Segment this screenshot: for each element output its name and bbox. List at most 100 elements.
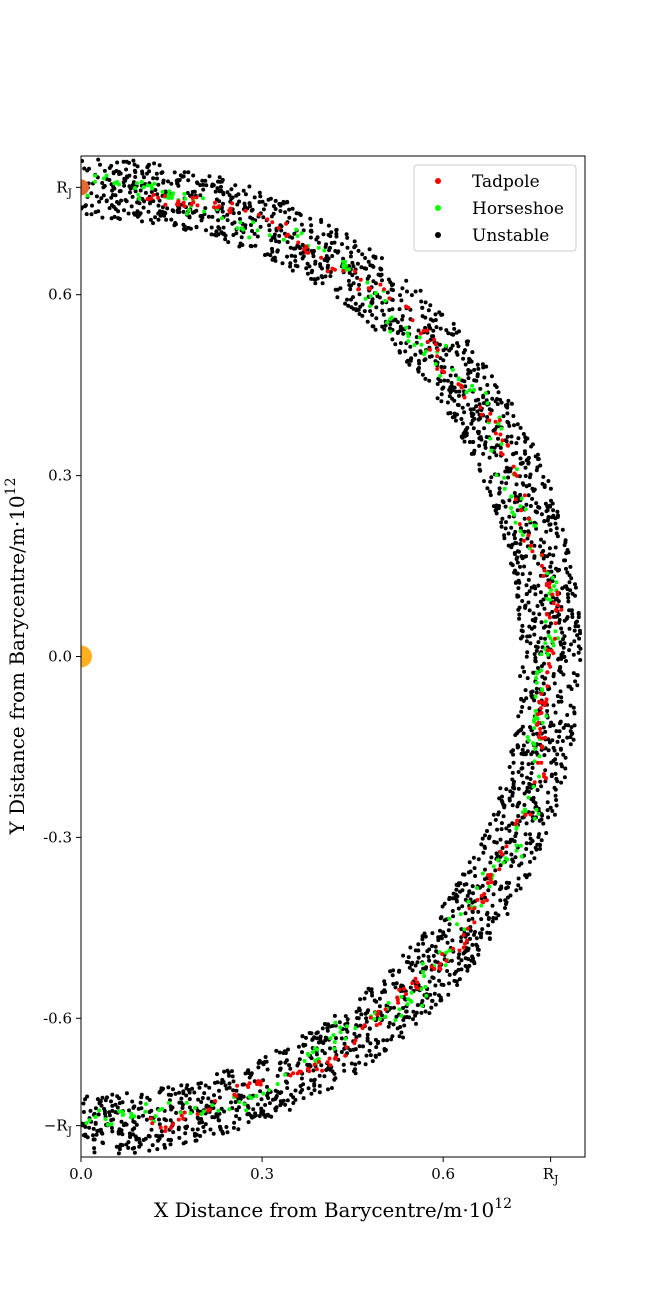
scatter-point [126,1145,131,1150]
scatter-point [334,234,339,239]
scatter-point [395,320,400,325]
scatter-point [528,777,533,781]
scatter-point [363,1011,368,1016]
scatter-point [560,630,565,635]
scatter-point [488,822,493,826]
scatter-point [210,184,214,189]
scatter-point [475,897,480,902]
scatter-point [367,1048,372,1053]
scatter-point [393,317,398,322]
scatter-point [489,855,494,860]
scatter-point [463,362,468,367]
scatter-point [397,1007,402,1012]
scatter-point [349,250,354,255]
scatter-point [470,900,475,905]
scatter-point [547,615,552,620]
scatter-point [526,493,531,498]
scatter-point [420,372,425,377]
y-axis-label: Y Distance from Barycentre/m·1012 [3,478,29,836]
scatter-point [371,264,376,269]
scatter-point [367,274,371,279]
scatter-point [261,1112,266,1117]
scatter-point [203,178,208,183]
scatter-point [536,666,540,670]
scatter-point [283,1072,288,1077]
scatter-point [374,1045,379,1050]
scatter-point [347,267,351,272]
scatter-point [531,732,536,737]
scatter-point [246,1120,251,1125]
scatter-point [200,178,205,183]
scatter-point [460,421,465,426]
scatter-point [462,410,467,415]
scatter-point [216,1108,221,1113]
scatter-point [455,341,460,346]
scatter-point [457,329,461,334]
scatter-point [251,1107,256,1112]
scatter-point [543,619,548,624]
scatter-point [555,694,560,699]
scatter-point [123,178,128,183]
scatter-point [427,323,431,328]
scatter-point [397,307,402,312]
scatter-point [570,611,575,616]
scatter-point [143,1109,148,1114]
scatter-point [421,941,426,946]
scatter-point [316,1057,321,1061]
scatter-point [98,162,102,167]
scatter-point [173,1091,178,1096]
scatter-point [471,891,475,896]
scatter-point [501,860,506,865]
scatter-point [550,501,555,506]
scatter-point [544,714,549,719]
scatter-point [92,1137,97,1142]
scatter-point [183,1125,188,1130]
scatter-point [512,839,517,844]
scatter-point [179,1096,184,1101]
scatter-point [396,330,400,335]
scatter-point [566,595,571,600]
scatter-point [261,1062,266,1067]
scatter-point [326,1022,330,1027]
scatter-point [530,689,535,694]
scatter-point [560,527,565,532]
scatter-point [539,620,544,625]
scatter-point [372,1017,377,1021]
scatter-point [181,1116,186,1121]
scatter-point [300,1034,305,1039]
scatter-point [203,1083,208,1088]
scatter-point [382,287,386,292]
scatter-point [370,313,375,317]
scatter-point [461,431,466,436]
scatter-point [517,612,522,617]
scatter-point [527,706,532,711]
scatter-point [534,807,539,812]
scatter-point [182,1110,187,1115]
scatter-point [155,192,160,197]
scatter-point [163,1125,168,1130]
scatter-point [295,243,300,248]
scatter-point [99,196,104,201]
scatter-point [291,1101,296,1105]
scatter-point [329,230,334,235]
series-unstable [81,157,583,1156]
scatter-point [543,735,548,740]
scatter-point [519,861,524,866]
scatter-point [214,233,219,238]
scatter-point [543,636,547,641]
scatter-point [365,280,370,285]
scatter-point [296,1061,301,1066]
scatter-point [485,415,490,419]
scatter-point [519,709,524,714]
scatter-point [484,912,489,917]
scatter-point [117,1096,122,1101]
scatter-point [456,377,461,382]
scatter-point [363,296,368,301]
scatter-point [529,728,534,733]
scatter-point [456,955,461,960]
scatter-point [545,612,550,617]
scatter-point [480,836,485,841]
scatter-point [328,1046,332,1051]
scatter-point [343,301,348,306]
scatter-point [267,1101,272,1106]
